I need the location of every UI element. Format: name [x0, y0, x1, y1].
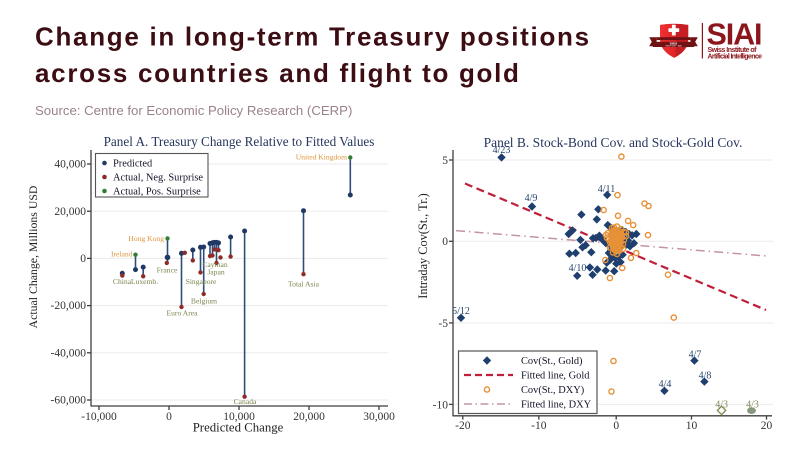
- svg-text:China: China: [113, 277, 132, 286]
- svg-text:10: 10: [686, 420, 698, 432]
- svg-text:Hong Kong: Hong Kong: [128, 234, 164, 243]
- svg-text:0: 0: [613, 420, 619, 432]
- svg-text:Fitted line, DXY: Fitted line, DXY: [521, 400, 592, 411]
- svg-text:Euro Area: Euro Area: [167, 309, 199, 318]
- svg-text:20,000: 20,000: [54, 206, 86, 218]
- svg-text:-40,000: -40,000: [51, 347, 87, 359]
- svg-text:Change in long-term Treasury p: Change in long-term Treasury positions: [35, 22, 591, 52]
- svg-text:20: 20: [761, 420, 773, 432]
- svg-text:Actual, Pos. Surprise: Actual, Pos. Surprise: [113, 187, 201, 198]
- svg-text:-10: -10: [433, 399, 449, 411]
- svg-text:Luxemb.: Luxemb.: [131, 277, 158, 286]
- svg-text:Cov(St., DXY): Cov(St., DXY): [521, 385, 584, 396]
- svg-text:5/12: 5/12: [452, 306, 470, 317]
- svg-text:4/10: 4/10: [569, 263, 587, 274]
- svg-text:Source: Centre for Economic Po: Source: Centre for Economic Policy Resea…: [35, 103, 352, 118]
- svg-text:Intraday Cov(St., Tr.): Intraday Cov(St., Tr.): [416, 193, 430, 299]
- svg-text:-10: -10: [531, 420, 547, 432]
- svg-text:Canada: Canada: [234, 397, 257, 406]
- svg-text:4/4: 4/4: [659, 379, 672, 390]
- svg-text:Total Asia: Total Asia: [288, 280, 320, 289]
- svg-text:SWISS: SWISS: [670, 43, 678, 45]
- svg-text:INSTITUTE · SIAI: INSTITUTE · SIAI: [666, 45, 682, 48]
- svg-text:40,000: 40,000: [54, 159, 86, 171]
- svg-text:4/11: 4/11: [598, 184, 615, 195]
- svg-text:4/8: 4/8: [699, 371, 712, 382]
- svg-text:Singapore: Singapore: [186, 277, 217, 286]
- svg-text:4/3: 4/3: [746, 400, 759, 411]
- svg-text:Japan: Japan: [207, 268, 224, 277]
- svg-text:4/9: 4/9: [525, 193, 538, 204]
- svg-text:Swiss Institute of: Swiss Institute of: [708, 47, 758, 54]
- svg-text:30,000: 30,000: [363, 411, 395, 423]
- svg-text:Predicted Change: Predicted Change: [193, 421, 284, 435]
- svg-text:SIAI: SIAI: [707, 18, 762, 52]
- svg-text:Cov(St., Gold): Cov(St., Gold): [521, 356, 582, 367]
- svg-text:Ireland: Ireland: [111, 250, 133, 259]
- svg-text:0: 0: [80, 253, 86, 265]
- svg-text:Predicted: Predicted: [113, 159, 153, 170]
- svg-text:Panel B. Stock-Bond Cov. and S: Panel B. Stock-Bond Cov. and Stock-Gold …: [484, 135, 743, 150]
- svg-text:France: France: [157, 266, 178, 275]
- svg-text:Actual, Neg. Surprise: Actual, Neg. Surprise: [113, 173, 203, 184]
- svg-text:across countries and flight to: across countries and flight to gold: [35, 58, 521, 88]
- svg-text:-20: -20: [455, 420, 471, 432]
- svg-text:4/3: 4/3: [715, 400, 728, 411]
- svg-text:20,000: 20,000: [293, 411, 325, 423]
- svg-text:Actual Change, Millions USD: Actual Change, Millions USD: [26, 185, 40, 328]
- svg-text:Fitted line, Gold: Fitted line, Gold: [521, 371, 590, 382]
- svg-text:-60,000: -60,000: [51, 395, 87, 407]
- svg-text:0: 0: [442, 236, 448, 248]
- svg-text:Cayman: Cayman: [202, 260, 228, 269]
- svg-text:United Kingdom: United Kingdom: [296, 153, 347, 162]
- svg-text:-20,000: -20,000: [51, 300, 87, 312]
- svg-text:4/23: 4/23: [493, 145, 511, 156]
- svg-text:-10,000: -10,000: [81, 411, 117, 423]
- svg-text:Panel A. Treasury Change Relat: Panel A. Treasury Change Relative to Fit…: [104, 134, 375, 149]
- svg-text:Belgium: Belgium: [191, 297, 217, 306]
- svg-text:10,000: 10,000: [223, 411, 255, 423]
- svg-text:-5: -5: [438, 318, 448, 330]
- svg-text:4/7: 4/7: [689, 350, 702, 361]
- svg-text:0: 0: [166, 411, 172, 423]
- svg-text:Artificial Intelligence: Artificial Intelligence: [708, 54, 763, 61]
- svg-text:5: 5: [442, 155, 448, 167]
